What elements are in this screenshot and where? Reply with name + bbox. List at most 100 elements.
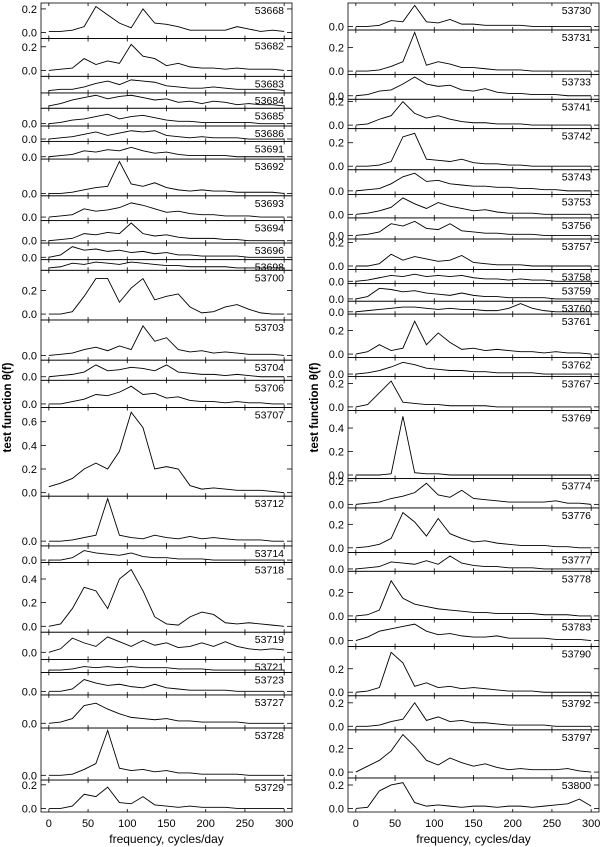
y-tick-label: 0.2 <box>22 780 37 792</box>
periodogram-line <box>355 4 592 27</box>
panel-label: 53719 <box>255 634 284 646</box>
y-tick-label: 0.0 <box>329 186 344 198</box>
y-tick-label: 0.0 <box>329 209 344 221</box>
y-tick-label: 0.0 <box>22 119 37 131</box>
x-tick-label: 300 <box>582 818 600 830</box>
y-tick-label: 0.2 <box>329 744 344 756</box>
periodogram-line <box>48 277 285 315</box>
panel-label: 53706 <box>255 382 284 394</box>
panel-label: 53769 <box>562 412 591 424</box>
y-tick-label: 0.0 <box>22 686 37 698</box>
panel-label: 53762 <box>562 360 591 372</box>
panel-label: 53682 <box>255 40 284 52</box>
y-tick-label: 0.0 <box>22 212 37 224</box>
periodogram-line <box>48 5 285 32</box>
periodogram-line <box>355 702 592 727</box>
periodogram-line <box>355 623 592 642</box>
panel-label: 53683 <box>255 78 284 90</box>
y-tick-label: 0.0 <box>329 470 344 482</box>
periodogram-line <box>355 482 592 505</box>
panel-label: 53783 <box>562 621 591 633</box>
y-tick-label: 0.0 <box>329 120 344 132</box>
periodogram-line <box>355 273 592 282</box>
panel-label: 53714 <box>255 548 284 560</box>
y-tick-label: 0.2 <box>329 43 344 55</box>
periodogram-line <box>48 146 285 158</box>
x-axis-label: frequency, cycles/day <box>416 832 531 846</box>
panel-label: 53777 <box>562 555 591 567</box>
x-tick-label: 100 <box>118 818 136 830</box>
y-tick-label: 0.0 <box>22 134 37 146</box>
periodogram-line <box>48 113 285 125</box>
y-tick-label: 0.0 <box>22 770 37 782</box>
panel-label: 53733 <box>562 77 591 89</box>
y-tick-label: 0.0 <box>22 399 37 411</box>
y-tick-label: 0.2 <box>22 4 37 16</box>
y-tick-label: 0.2 <box>329 138 344 150</box>
x-tick-label: 50 <box>82 818 94 830</box>
x-tick-label: 0 <box>46 818 52 830</box>
panel-label: 53753 <box>562 196 591 208</box>
periodogram-line <box>48 202 285 218</box>
periodogram-line <box>355 511 592 549</box>
y-tick-label: 0.0 <box>329 261 344 273</box>
panel-label: 53723 <box>255 674 284 686</box>
x-tick-label: 200 <box>197 818 215 830</box>
x-tick-label: 250 <box>543 818 561 830</box>
panel-label: 53758 <box>562 272 591 284</box>
y-tick-label: 0.2 <box>329 519 344 531</box>
panel-label: 53774 <box>562 481 591 493</box>
y-tick-label: 0.0 <box>329 611 344 623</box>
periodogram-line <box>355 287 592 300</box>
periodogram-line <box>48 325 285 356</box>
y-tick-label: 0.0 <box>22 309 37 321</box>
periodogram-line <box>355 100 592 126</box>
periodogram-line <box>355 220 592 236</box>
periodogram-line <box>355 172 592 192</box>
panel-label: 53703 <box>255 322 284 334</box>
periodogram-line <box>48 497 285 542</box>
periodogram-line <box>355 733 592 773</box>
periodogram-line <box>355 253 592 267</box>
periodogram-line <box>48 702 285 724</box>
panel-label: 53693 <box>255 198 284 210</box>
panel-label: 53692 <box>255 161 284 173</box>
panel-label: 53743 <box>562 172 591 184</box>
panel-label: 53790 <box>562 648 591 660</box>
panel-label: 53778 <box>562 573 591 585</box>
y-axis-label: test function θ(f) <box>2 362 14 452</box>
periodogram-line <box>48 786 285 809</box>
y-tick-label: 0.2 <box>329 476 344 488</box>
periodogram-line <box>48 130 285 140</box>
y-tick-label: 0.2 <box>329 378 344 390</box>
panel-label: 53797 <box>562 732 591 744</box>
x-tick-label: 150 <box>157 818 175 830</box>
periodogram-line <box>355 197 592 215</box>
panel-label: 53668 <box>255 5 284 17</box>
y-tick-label: 0.0 <box>22 372 37 384</box>
panel-label: 53700 <box>255 272 284 284</box>
panel-label: 53741 <box>562 101 591 113</box>
periodogram-line <box>355 380 592 408</box>
y-tick-label: 0.2 <box>22 598 37 610</box>
periodogram-line <box>355 416 592 476</box>
y-tick-label: 0.6 <box>22 417 37 429</box>
x-axis-label: frequency, cycles/day <box>109 832 224 846</box>
y-tick-label: 0.0 <box>22 252 37 264</box>
y-tick-label: 0.2 <box>329 780 344 792</box>
x-tick-label: 50 <box>389 818 401 830</box>
y-tick-label: 0.0 <box>329 91 344 103</box>
periodogram-line <box>48 246 285 258</box>
panel-label: 53728 <box>255 730 284 742</box>
y-tick-label: 0.2 <box>22 42 37 54</box>
panel-label: 53684 <box>255 95 284 107</box>
y-tick-label: 0.0 <box>329 803 344 815</box>
y-tick-label: 0.2 <box>22 285 37 297</box>
y-tick-label: 0.2 <box>329 238 344 250</box>
panel-label: 53694 <box>255 223 284 235</box>
panel-label: 53730 <box>562 5 591 17</box>
periodogram-line <box>48 636 285 653</box>
y-tick-label: 0.0 <box>22 236 37 248</box>
periodogram-line <box>48 94 285 107</box>
y-tick-label: 0.0 <box>22 28 37 40</box>
